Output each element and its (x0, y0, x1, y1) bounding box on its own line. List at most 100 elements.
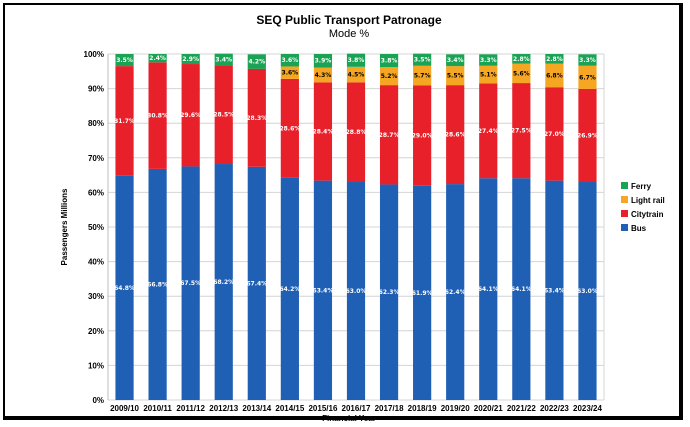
bar-citytrain (280, 78, 299, 178)
y-tick-label: 70% (88, 154, 104, 163)
data-label: 3.6% (282, 70, 299, 77)
x-tick-label: 2018/19 (408, 404, 437, 413)
data-label: 30.8% (147, 113, 168, 120)
bar-citytrain (413, 85, 432, 186)
bar-ferry (181, 54, 200, 65)
bar-bus (545, 180, 564, 400)
data-label: 67.4% (246, 280, 267, 287)
x-tick-label: 2013/14 (242, 404, 271, 413)
x-tick-label: 2012/13 (209, 404, 238, 413)
data-label: 61.9% (412, 290, 433, 297)
bar-ferry (280, 54, 299, 67)
data-label: 2.8% (546, 56, 563, 63)
bar-ferry (346, 53, 366, 67)
data-label: 27.0% (544, 131, 565, 138)
bar-citytrain (446, 85, 465, 185)
bar-light-rail (280, 66, 299, 79)
x-tick-label: 2011/12 (176, 404, 205, 413)
data-label: 3.5% (414, 57, 431, 64)
bar-light-rail (313, 67, 333, 83)
x-tick-label: 2020/21 (474, 404, 503, 413)
legend-swatch (621, 224, 628, 231)
bar-bus (446, 184, 465, 400)
bar-light-rail (413, 65, 432, 86)
bar-citytrain (512, 83, 531, 179)
bars (115, 53, 597, 400)
data-label: 3.3% (480, 57, 497, 64)
data-label: 3.3% (579, 57, 596, 64)
x-tick-label: 2019/20 (441, 404, 470, 413)
data-label: 28.5% (213, 112, 234, 119)
legend-entry: Ferry (631, 182, 652, 191)
legend-entry: Light rail (631, 196, 665, 205)
bar-citytrain (578, 88, 597, 183)
y-tick-label: 100% (84, 50, 104, 59)
data-label: 3.9% (315, 58, 332, 65)
x-tick-label: 2015/16 (308, 404, 337, 413)
data-label: 64.2% (279, 286, 300, 293)
legend-entry: Citytrain (631, 210, 664, 219)
bar-light-rail (578, 65, 597, 89)
y-axis-label: Passengers Millions (60, 188, 69, 265)
bar-citytrain (181, 64, 200, 167)
y-tick-label: 30% (88, 292, 104, 301)
data-label: 64.1% (478, 286, 499, 293)
x-axis-ticks: 2009/10 2010/11 2011/12 2012/13 2013/14 2014/… (110, 404, 602, 413)
bar-citytrain (545, 87, 564, 181)
x-tick-label: 2010/11 (143, 404, 172, 413)
bar-light-rail (379, 67, 399, 86)
bar-ferry (379, 54, 399, 68)
legend-swatch (621, 196, 628, 203)
data-label: 3.8% (348, 57, 365, 64)
x-tick-label: 2009/10 (110, 404, 139, 413)
bar-bus (214, 164, 233, 400)
data-label: 27.4% (478, 128, 499, 135)
data-label: 62.4% (445, 289, 466, 296)
x-axis-label: Financial Year (322, 414, 376, 423)
data-label: 67.5% (180, 280, 201, 287)
data-label: 3.4% (447, 57, 464, 64)
data-label: 3.4% (215, 57, 232, 64)
x-tick-label: 2021/22 (507, 404, 536, 413)
data-label: 2.9% (182, 56, 199, 63)
data-label: 31.7% (114, 118, 135, 125)
bar-citytrain (214, 65, 233, 165)
bar-bus (181, 166, 200, 400)
bar-bus (148, 168, 167, 400)
y-tick-label: 40% (88, 258, 104, 267)
bar-bus (379, 184, 399, 400)
data-label: 62.3% (379, 289, 400, 296)
data-label: 3.8% (381, 58, 398, 65)
legend-entry: Bus (631, 224, 647, 233)
data-label: 5.2% (381, 73, 398, 80)
bar-bus (346, 182, 366, 400)
data-label: 68.2% (213, 279, 234, 286)
y-axis-ticks: 0% 10% 20% 30% 40% 50% 60% 70% 80% 90% 100% (84, 50, 104, 405)
bar-ferry (512, 54, 531, 64)
data-label: 4.5% (348, 72, 365, 79)
data-label: 28.4% (313, 129, 334, 136)
data-label: 63.0% (577, 288, 598, 295)
legend-swatch (621, 210, 628, 217)
bar-ferry (446, 54, 465, 67)
data-label: 64.1% (511, 286, 532, 293)
bar-citytrain (346, 82, 366, 183)
bar-bus (280, 177, 299, 400)
y-tick-label: 80% (88, 119, 104, 128)
legend: Ferry Light rail Citytrain Bus (621, 182, 665, 233)
bar-ferry (148, 54, 167, 63)
bar-citytrain (479, 83, 498, 179)
data-label: 3.6% (282, 57, 299, 64)
bar-bus (512, 178, 531, 400)
data-label: 28.8% (346, 129, 367, 136)
bar-bus (479, 178, 498, 400)
data-label: 63.4% (544, 287, 565, 294)
x-tick-label: 2023/24 (573, 404, 602, 413)
data-label: 29.0% (412, 133, 433, 140)
y-tick-label: 20% (88, 327, 104, 336)
data-label: 28.7% (379, 132, 400, 139)
x-tick-label: 2016/17 (342, 404, 371, 413)
bar-citytrain (313, 82, 333, 181)
data-label: 5.5% (447, 73, 464, 80)
